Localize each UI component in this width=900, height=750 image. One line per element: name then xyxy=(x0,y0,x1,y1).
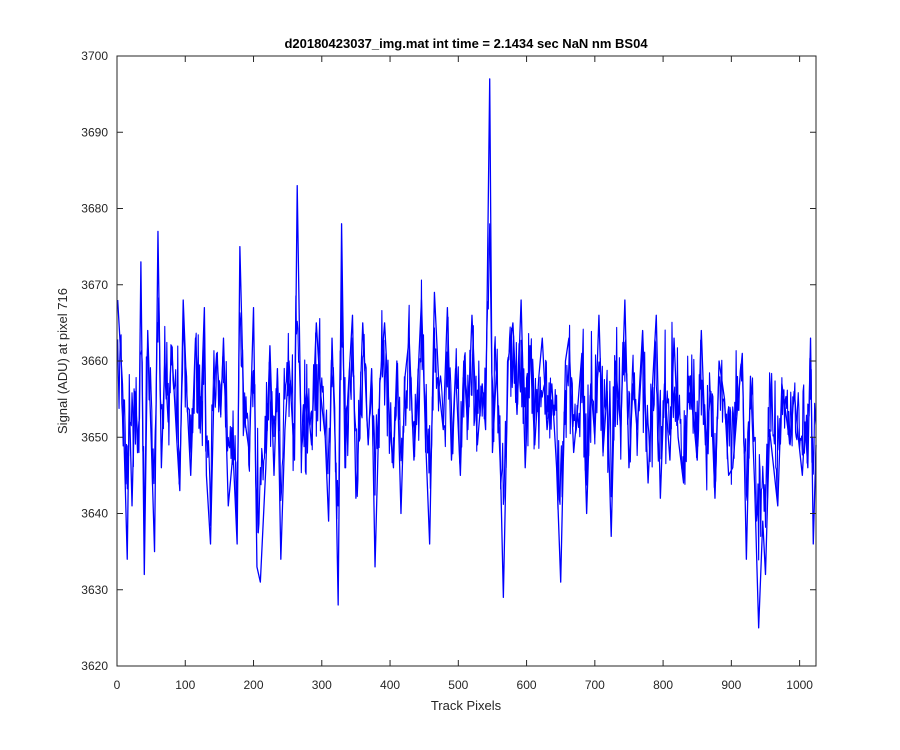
x-tick-label: 900 xyxy=(721,678,741,692)
y-axis-label: Signal (ADU) at pixel 716 xyxy=(55,288,70,434)
x-tick-label: 200 xyxy=(244,678,264,692)
y-tick-label: 3640 xyxy=(81,507,108,521)
series-noise-line xyxy=(117,223,817,561)
x-axis-label: Track Pixels xyxy=(431,698,502,713)
y-tick-label: 3690 xyxy=(81,125,108,139)
noise-layer xyxy=(117,223,817,561)
y-tick-label: 3650 xyxy=(81,430,108,444)
x-tick-label: 800 xyxy=(653,678,673,692)
y-tick-label: 3630 xyxy=(81,583,108,597)
y-tick-label: 3660 xyxy=(81,354,108,368)
y-tick-label: 3680 xyxy=(81,202,108,216)
x-tick-label: 300 xyxy=(312,678,332,692)
x-tick-label: 600 xyxy=(517,678,537,692)
x-tick-label: 100 xyxy=(175,678,195,692)
y-axis: 3620 3630 3640 3650 3660 3670 3680 3690 3700 xyxy=(81,49,816,673)
chart-title: d20180423037_img.mat int time = 2.1434 s… xyxy=(284,36,648,51)
plot-area xyxy=(117,56,816,666)
x-tick-label: 1000 xyxy=(786,678,813,692)
x-tick-label: 400 xyxy=(380,678,400,692)
y-tick-label: 3620 xyxy=(81,659,108,673)
y-tick-label: 3700 xyxy=(81,49,108,63)
x-tick-label: 700 xyxy=(585,678,605,692)
y-tick-label: 3670 xyxy=(81,278,108,292)
x-tick-label: 500 xyxy=(448,678,468,692)
x-tick-label: 0 xyxy=(114,678,121,692)
x-axis: 0 100 200 300 400 500 600 700 800 900 1000 xyxy=(114,56,813,692)
